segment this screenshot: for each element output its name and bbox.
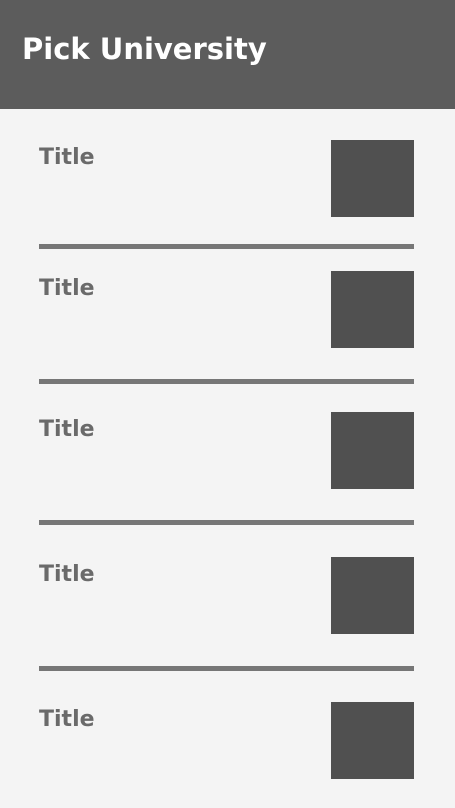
university-list: Title Title Title Title Title — [0, 109, 455, 808]
list-item[interactable]: Title — [0, 410, 455, 521]
list-item[interactable]: Title — [0, 138, 455, 250]
list-item[interactable]: Title — [0, 269, 455, 378]
item-title: Title — [39, 417, 95, 442]
item-title: Title — [39, 276, 95, 301]
image-placeholder-icon — [331, 557, 414, 634]
list-divider — [39, 244, 414, 249]
image-placeholder-icon — [331, 412, 414, 489]
list-item[interactable]: Title — [0, 700, 455, 808]
item-title: Title — [39, 145, 95, 170]
list-divider — [39, 520, 414, 525]
image-placeholder-icon — [331, 271, 414, 348]
item-title: Title — [39, 562, 95, 587]
app-header: Pick University — [0, 0, 455, 109]
page-title: Pick University — [22, 32, 267, 66]
image-placeholder-icon — [331, 140, 414, 217]
item-title: Title — [39, 707, 95, 732]
list-divider — [39, 666, 414, 671]
image-placeholder-icon — [331, 702, 414, 779]
list-divider — [39, 379, 414, 384]
list-item[interactable]: Title — [0, 555, 455, 666]
